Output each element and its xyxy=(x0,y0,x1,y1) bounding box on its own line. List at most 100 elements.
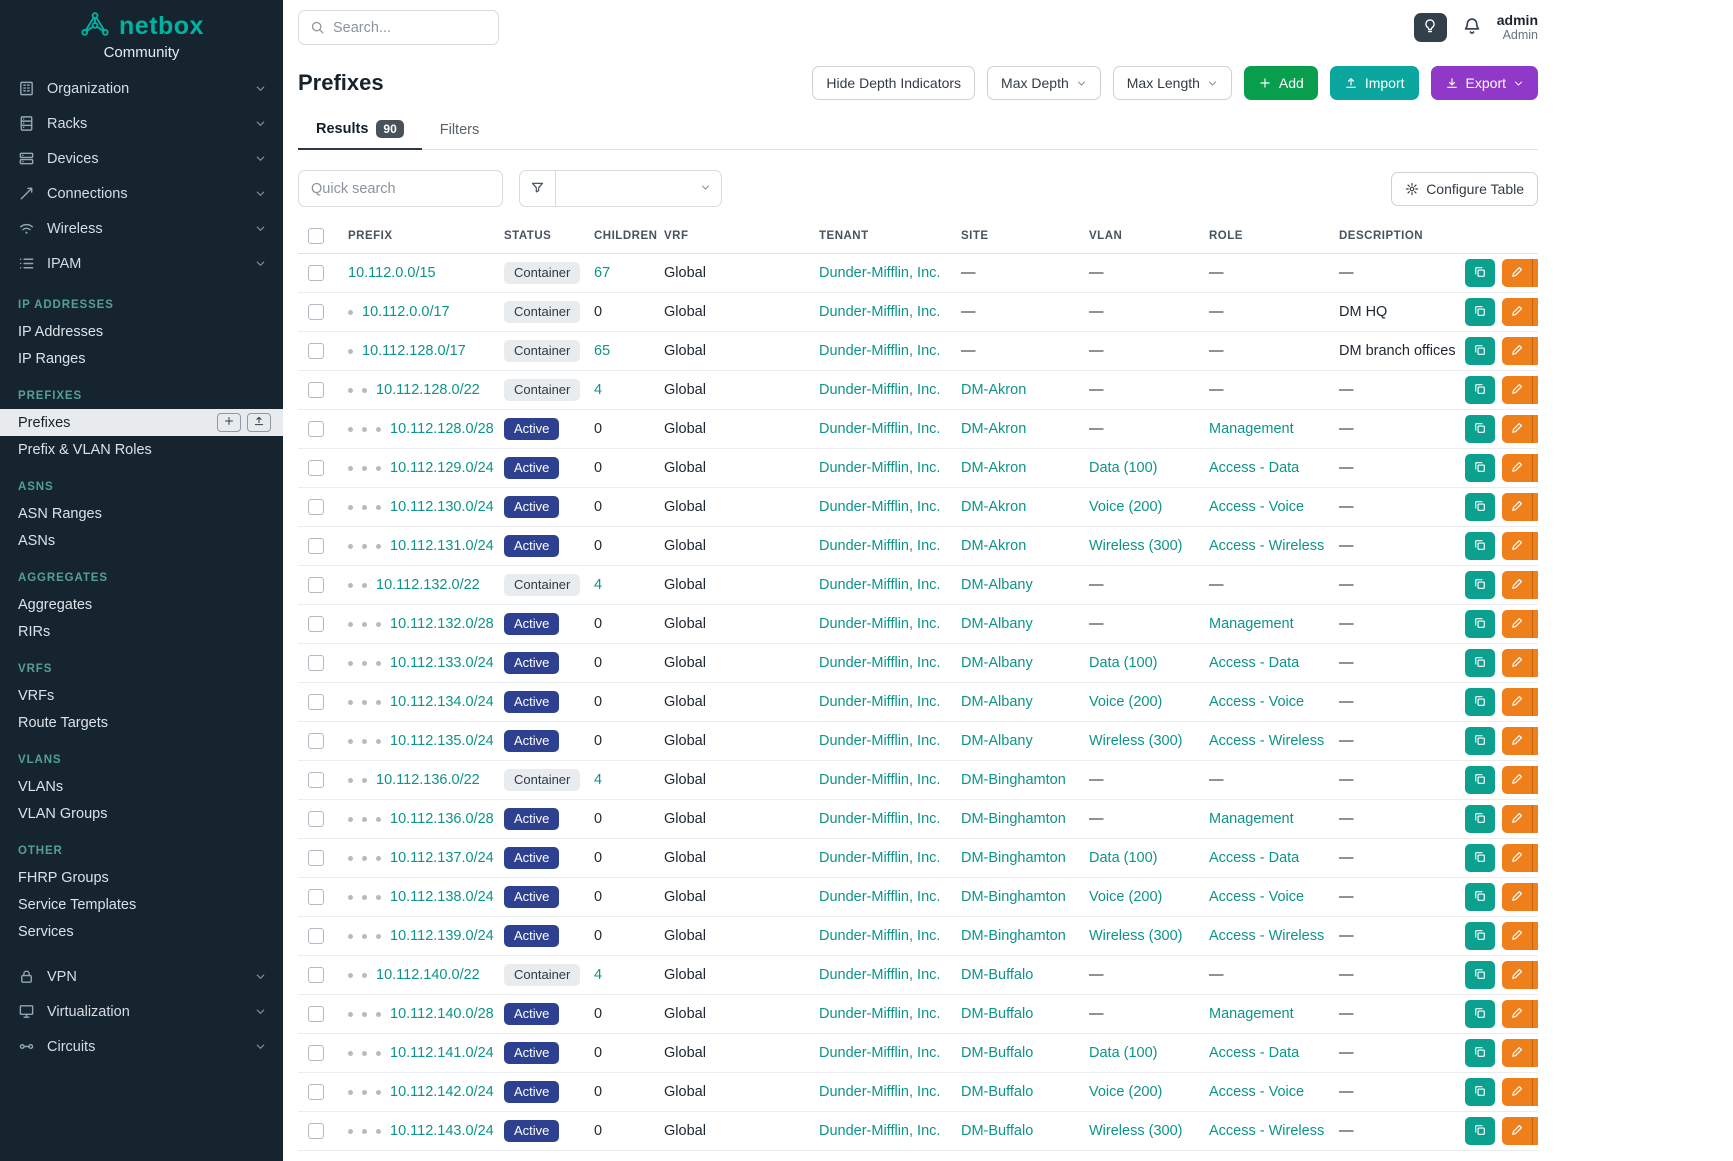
tenant-link[interactable]: Dunder-Mifflin, Inc. xyxy=(819,304,941,320)
row-checkbox[interactable] xyxy=(308,811,324,828)
edit-button[interactable] xyxy=(1502,1117,1532,1145)
tenant-link[interactable]: Dunder-Mifflin, Inc. xyxy=(819,772,941,788)
column-header-vlan[interactable]: VLAN xyxy=(1079,219,1199,254)
site-link[interactable]: DM-Albany xyxy=(961,655,1033,671)
row-checkbox[interactable] xyxy=(308,460,324,477)
column-header-role[interactable]: Role xyxy=(1199,219,1329,254)
edit-dropdown-button[interactable] xyxy=(1532,376,1538,404)
sidebar-item-vlan-groups[interactable]: VLAN Groups xyxy=(0,800,283,827)
prefix-link[interactable]: 10.112.128.0/17 xyxy=(362,343,466,359)
row-checkbox[interactable] xyxy=(308,733,324,750)
quick-search-input[interactable] xyxy=(298,170,503,207)
site-link[interactable]: DM-Binghamton xyxy=(961,928,1066,944)
site-link[interactable]: DM-Binghamton xyxy=(961,772,1066,788)
edit-button[interactable] xyxy=(1502,688,1532,716)
site-link[interactable]: DM-Akron xyxy=(961,538,1027,554)
tenant-link[interactable]: Dunder-Mifflin, Inc. xyxy=(819,382,941,398)
vlan-link[interactable]: Wireless (300) xyxy=(1089,928,1183,944)
vlan-link[interactable]: Voice (200) xyxy=(1089,694,1163,710)
column-header-children[interactable]: Children xyxy=(584,219,657,254)
edit-button[interactable] xyxy=(1502,454,1532,482)
sidebar-item-virtualization[interactable]: Virtualization xyxy=(0,994,283,1029)
tenant-link[interactable]: Dunder-Mifflin, Inc. xyxy=(819,1045,941,1061)
row-checkbox[interactable] xyxy=(308,1006,324,1023)
sidebar-item-aggregates[interactable]: Aggregates xyxy=(0,591,283,618)
prefix-link[interactable]: 10.112.128.0/22 xyxy=(376,382,480,398)
sidebar-item-services[interactable]: Services xyxy=(0,918,283,945)
prefix-link[interactable]: 10.112.136.0/22 xyxy=(376,772,480,788)
vlan-link[interactable]: Data (100) xyxy=(1089,655,1158,671)
role-link[interactable]: Management xyxy=(1209,1006,1294,1022)
row-checkbox[interactable] xyxy=(308,889,324,906)
site-link[interactable]: DM-Binghamton xyxy=(961,889,1066,905)
edit-dropdown-button[interactable] xyxy=(1532,259,1538,287)
edit-button[interactable] xyxy=(1502,961,1532,989)
row-checkbox[interactable] xyxy=(308,265,324,282)
sidebar-item-circuits[interactable]: Circuits xyxy=(0,1029,283,1064)
edit-button[interactable] xyxy=(1502,844,1532,872)
row-checkbox[interactable] xyxy=(308,421,324,438)
prefix-link[interactable]: 10.112.140.0/28 xyxy=(390,1006,494,1022)
children-count-link[interactable]: 65 xyxy=(594,343,611,359)
edit-button[interactable] xyxy=(1502,883,1532,911)
edit-button[interactable] xyxy=(1502,532,1532,560)
prefix-link[interactable]: 10.112.128.0/28 xyxy=(390,421,494,437)
saved-filter-select[interactable] xyxy=(556,170,722,207)
prefix-link[interactable]: 10.112.130.0/24 xyxy=(390,499,494,515)
edit-button[interactable] xyxy=(1502,1039,1532,1067)
site-link[interactable]: DM-Albany xyxy=(961,616,1033,632)
tenant-link[interactable]: Dunder-Mifflin, Inc. xyxy=(819,811,941,827)
tenant-link[interactable]: Dunder-Mifflin, Inc. xyxy=(819,889,941,905)
row-checkbox[interactable] xyxy=(308,850,324,867)
site-link[interactable]: DM-Buffalo xyxy=(961,1045,1034,1061)
vlan-link[interactable]: Voice (200) xyxy=(1089,499,1163,515)
prefix-link[interactable]: 10.112.134.0/24 xyxy=(390,694,494,710)
vlan-link[interactable]: Wireless (300) xyxy=(1089,733,1183,749)
select-all-checkbox[interactable] xyxy=(308,228,324,244)
clone-button[interactable] xyxy=(1465,298,1495,326)
edit-button[interactable] xyxy=(1502,922,1532,950)
edit-button[interactable] xyxy=(1502,727,1532,755)
prefix-link[interactable]: 10.112.136.0/28 xyxy=(390,811,494,827)
sidebar-item-fhrp-groups[interactable]: FHRP Groups xyxy=(0,864,283,891)
sidebar-item-route-targets[interactable]: Route Targets xyxy=(0,709,283,736)
theme-toggle-button[interactable] xyxy=(1413,12,1447,42)
site-link[interactable]: DM-Buffalo xyxy=(961,967,1034,983)
role-link[interactable]: Access - Data xyxy=(1209,1045,1300,1061)
prefix-link[interactable]: 10.112.129.0/24 xyxy=(390,460,494,476)
row-checkbox[interactable] xyxy=(308,655,324,672)
quick-plus-button[interactable] xyxy=(217,413,241,432)
edit-dropdown-button[interactable] xyxy=(1532,337,1538,365)
clone-button[interactable] xyxy=(1465,337,1495,365)
edit-button[interactable] xyxy=(1502,805,1532,833)
site-link[interactable]: DM-Albany xyxy=(961,577,1033,593)
edit-dropdown-button[interactable] xyxy=(1532,571,1538,599)
column-header-vrf[interactable]: VRF xyxy=(654,219,809,254)
site-link[interactable]: DM-Binghamton xyxy=(961,850,1066,866)
column-header-prefix[interactable]: Prefix xyxy=(338,219,494,254)
tenant-link[interactable]: Dunder-Mifflin, Inc. xyxy=(819,655,941,671)
max-depth-dropdown[interactable]: Max Depth xyxy=(987,66,1101,100)
prefix-link[interactable]: 10.112.132.0/22 xyxy=(376,577,480,593)
vlan-link[interactable]: Voice (200) xyxy=(1089,889,1163,905)
user-menu[interactable]: admin Admin xyxy=(1497,12,1538,44)
role-link[interactable]: Access - Voice xyxy=(1209,1084,1305,1100)
clone-button[interactable] xyxy=(1465,259,1495,287)
role-link[interactable]: Access - Wireless xyxy=(1209,928,1325,944)
children-count-link[interactable]: 4 xyxy=(594,382,603,398)
sidebar-item-vpn[interactable]: VPN xyxy=(0,959,283,994)
edit-dropdown-button[interactable] xyxy=(1532,844,1538,872)
vlan-link[interactable]: Data (100) xyxy=(1089,850,1158,866)
row-checkbox[interactable] xyxy=(308,1045,324,1062)
row-checkbox[interactable] xyxy=(308,616,324,633)
edit-dropdown-button[interactable] xyxy=(1532,727,1538,755)
clone-button[interactable] xyxy=(1465,1117,1495,1145)
edit-button[interactable] xyxy=(1502,571,1532,599)
edit-button[interactable] xyxy=(1502,766,1532,794)
tenant-link[interactable]: Dunder-Mifflin, Inc. xyxy=(819,967,941,983)
clone-button[interactable] xyxy=(1465,727,1495,755)
prefix-link[interactable]: 10.112.142.0/24 xyxy=(390,1084,494,1100)
tenant-link[interactable]: Dunder-Mifflin, Inc. xyxy=(819,460,941,476)
clone-button[interactable] xyxy=(1465,649,1495,677)
clone-button[interactable] xyxy=(1465,883,1495,911)
